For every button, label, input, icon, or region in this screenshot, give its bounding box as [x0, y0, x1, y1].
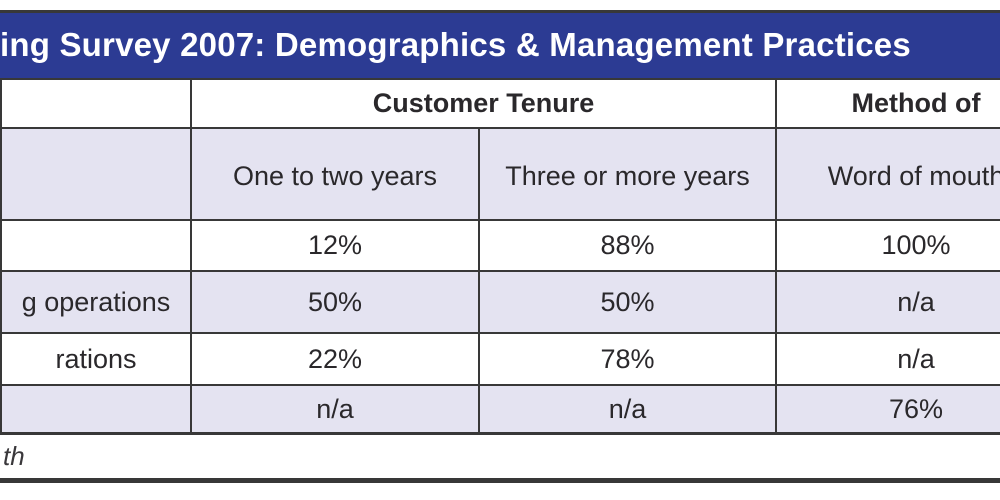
report-title: ing Survey 2007: Demographics & Manageme… — [0, 26, 911, 63]
row-label — [0, 219, 192, 272]
footnote: th — [0, 435, 1000, 478]
table-row: g operations 50% 50% n/a — [0, 270, 1000, 334]
value-cell: 22% — [190, 332, 480, 386]
value-cell: 50% — [477, 270, 778, 334]
value-cell: 78% — [477, 332, 778, 386]
value-cell: n/a — [775, 270, 1000, 334]
value-cell: n/a — [775, 332, 1000, 386]
group-header-row: Customer Tenure Method of — [0, 78, 1000, 129]
table-row: n/a n/a 76% — [0, 384, 1000, 435]
footnote-text: th — [3, 441, 25, 471]
row-label — [0, 384, 192, 435]
survey-table: Customer Tenure Method of One to two yea… — [0, 78, 1000, 435]
table-row: rations 22% 78% n/a — [0, 332, 1000, 386]
corner-cell — [0, 78, 192, 129]
value-cell: n/a — [190, 384, 480, 435]
value-cell: 76% — [775, 384, 1000, 435]
row-label: rations — [0, 332, 192, 386]
value-cell: 50% — [190, 270, 480, 334]
value-cell: 12% — [190, 219, 480, 272]
subheader-one-to-two-years: One to two years — [190, 127, 480, 221]
subheader-word-of-mouth: Word of mouth — [775, 127, 1000, 221]
group-header-customer-tenure: Customer Tenure — [189, 78, 778, 129]
value-cell: 100% — [775, 219, 1000, 272]
value-cell: 88% — [477, 219, 778, 272]
title-banner: ing Survey 2007: Demographics & Manageme… — [0, 10, 1000, 78]
table-row: 12% 88% 100% — [0, 219, 1000, 272]
subheader-row: One to two years Three or more years Wor… — [0, 127, 1000, 221]
row-label: g operations — [0, 270, 192, 334]
corner-cell — [0, 127, 192, 221]
value-cell: n/a — [477, 384, 778, 435]
group-header-method: Method of — [775, 78, 1000, 129]
subheader-three-or-more-years: Three or more years — [477, 127, 778, 221]
bottom-rule — [0, 478, 1000, 483]
